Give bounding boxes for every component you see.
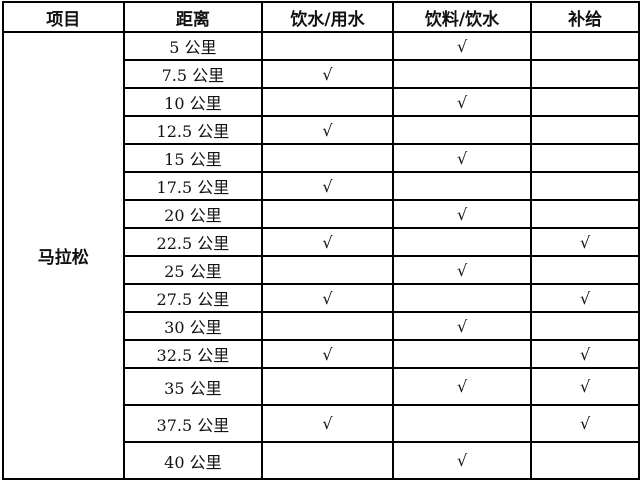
drink-cell: √ [391,441,533,480]
table-row: 17.5 公里 √ [3,171,640,201]
drink-cell: √ [391,87,533,117]
water-cell [261,87,394,117]
distance-cell: 15 公里 [122,143,264,173]
drink-cell [391,283,533,313]
table-row: 12.5 公里 √ [3,115,640,145]
distance-cell: 35 公里 [122,367,264,406]
distance-cell: 37.5 公里 [122,404,264,443]
water-cell: √ [261,404,394,443]
distance-cell: 30 公里 [122,311,264,341]
table-row: 10 公里 √ [3,87,640,117]
distance-cell: 7.5 公里 [122,59,264,89]
drink-cell [391,404,533,443]
supply-cell [530,143,640,173]
table-row: 15 公里 √ [3,143,640,173]
water-cell: √ [261,339,394,369]
water-cell [261,367,394,406]
drink-cell [391,171,533,201]
supply-cell [530,87,640,117]
distance-cell: 27.5 公里 [122,283,264,313]
supply-cell [530,441,640,480]
supply-cell [530,255,640,285]
drink-cell: √ [391,367,533,406]
water-cell: √ [261,115,394,145]
drink-cell [391,227,533,257]
table-row: 35 公里 √ √ [3,367,640,406]
water-cell [261,31,394,61]
distance-cell: 25 公里 [122,255,264,285]
supply-cell: √ [530,367,640,406]
distance-cell: 12.5 公里 [122,115,264,145]
distance-cell: 32.5 公里 [122,339,264,369]
drink-cell: √ [391,199,533,229]
drink-cell: √ [391,31,533,61]
water-cell: √ [261,227,394,257]
supply-cell [530,199,640,229]
distance-cell: 40 公里 [122,441,264,480]
water-cell [261,255,394,285]
header-distance: 距离 [122,1,264,33]
table-row: 22.5 公里 √ √ [3,227,640,257]
drink-cell: √ [391,143,533,173]
water-cell [261,441,394,480]
supply-cell [530,311,640,341]
header-supply: 补给 [530,1,640,33]
drink-cell: √ [391,311,533,341]
distance-cell: 22.5 公里 [122,227,264,257]
distance-cell: 17.5 公里 [122,171,264,201]
header-drink: 饮料/饮水 [391,1,533,33]
table-row: 32.5 公里 √ √ [3,339,640,369]
header-row: 项目 距离 饮水/用水 饮料/饮水 补给 [2,1,640,33]
header-water: 饮水/用水 [261,1,394,33]
table-row: 40 公里 √ [3,441,640,480]
supply-cell [530,31,640,61]
drink-cell [391,339,533,369]
supply-cell: √ [530,339,640,369]
water-cell [261,311,394,341]
table-row: 马拉松 5 公里 √ [2,31,640,480]
water-cell: √ [261,171,394,201]
water-cell [261,143,394,173]
drink-cell [391,59,533,89]
water-cell: √ [261,59,394,89]
supply-cell: √ [530,404,640,443]
distance-cell: 5 公里 [122,31,264,61]
table-row: 7.5 公里 √ [3,59,640,89]
water-cell: √ [261,283,394,313]
table-row: 30 公里 √ [3,311,640,341]
drink-cell: √ [391,255,533,285]
table-row: 20 公里 √ [3,199,640,229]
supply-cell: √ [530,283,640,313]
supply-cell [530,59,640,89]
distance-cell: 10 公里 [122,87,264,117]
supply-cell [530,171,640,201]
drink-cell [391,115,533,145]
table-row: 37.5 公里 √ √ [3,404,640,443]
table-row: 25 公里 √ [3,255,640,285]
table-row: 27.5 公里 √ √ [3,283,640,313]
water-cell [261,199,394,229]
header-item: 项目 [2,1,125,33]
item-cell: 马拉松 [2,31,125,480]
distance-cell: 20 公里 [122,199,264,229]
supply-cell [530,115,640,145]
supply-cell: √ [530,227,640,257]
